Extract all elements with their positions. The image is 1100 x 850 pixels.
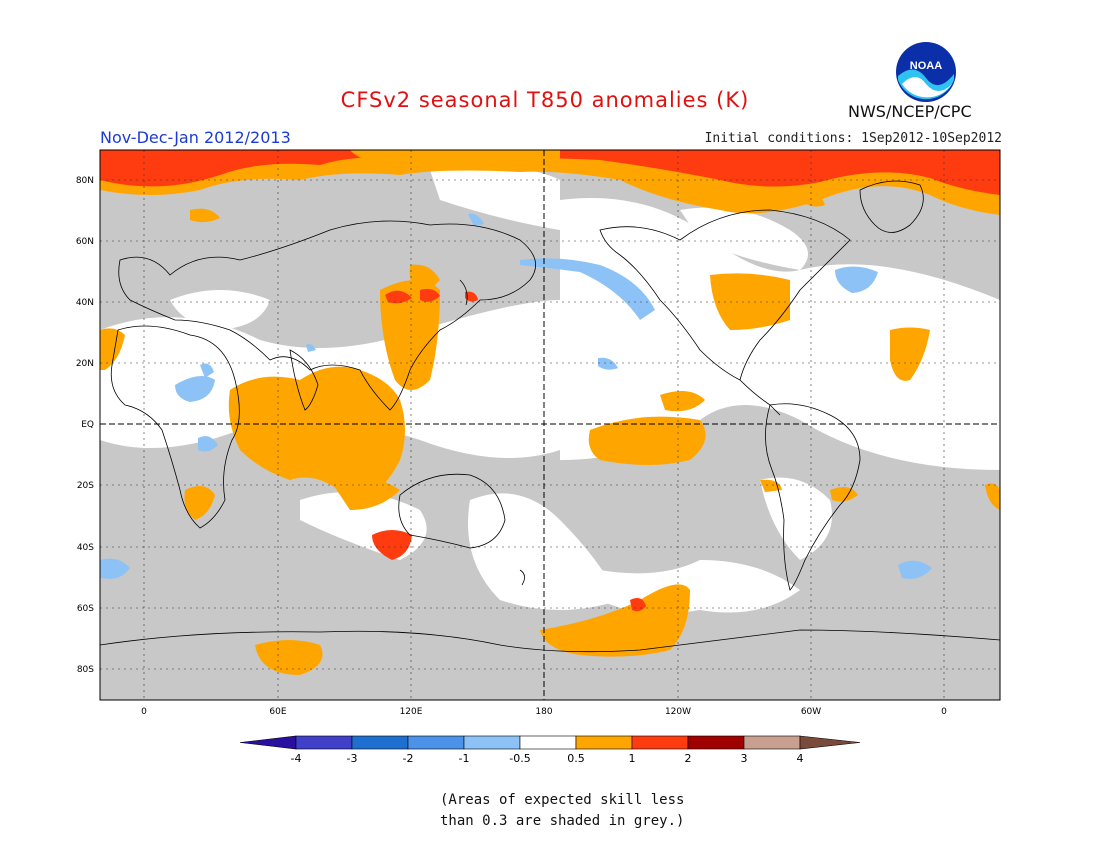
colorbar-tick: 4 [797, 752, 804, 765]
noaa-logo-icon: NOAA [896, 42, 956, 102]
colorbar-arrow-low [239, 735, 297, 750]
arctic-hot-band [100, 150, 1000, 195]
lat-label: 40S [77, 543, 94, 553]
logo-text: NOAA [910, 60, 942, 72]
lat-label: 20S [77, 481, 94, 491]
colorbar-swatch [351, 735, 409, 750]
colorbar-tick: -0.5 [509, 752, 530, 765]
lon-label: 0 [141, 707, 147, 717]
lat-label: EQ [81, 420, 94, 430]
colorbar-swatch [519, 735, 577, 750]
major-gridlines [100, 150, 1000, 700]
longitude-axis: 0 60E 120E 180 120W 60W 0 [141, 707, 947, 717]
lat-label: 80N [76, 176, 94, 186]
lat-label: 80S [77, 665, 94, 675]
lat-label: 60S [77, 604, 94, 614]
colorbar-swatch [687, 735, 745, 750]
colorbar-tick: 2 [685, 752, 692, 765]
colorbar-swatch [295, 735, 353, 750]
lon-label: 0 [941, 707, 947, 717]
lon-label: 60W [801, 707, 821, 717]
lon-label: 120W [665, 707, 691, 717]
skill-note-line: (Areas of expected skill less [440, 792, 685, 808]
colorbar-tick: 1 [629, 752, 636, 765]
colorbar-swatch [407, 735, 465, 750]
graticule [100, 150, 1000, 700]
warm-anomaly-patches [100, 190, 1000, 675]
colorbar-swatch [743, 735, 801, 750]
lat-label: 40N [76, 298, 94, 308]
lon-label: 60E [269, 707, 286, 717]
map-frame [99, 149, 1001, 701]
lon-label: 180 [535, 707, 552, 717]
colorbar-ticks: -4 -3 -2 -1 -0.5 0.5 1 2 3 4 [291, 752, 804, 765]
cool-anomaly-patches [100, 213, 932, 579]
colorbar-swatch [575, 735, 633, 750]
colorbar-arrow-high [799, 735, 861, 750]
latitude-axis: 80N 60N 40N 20N EQ 20S 40S 60S 80S [76, 176, 94, 675]
map-title: CFSv2 seasonal T850 anomalies (K) [340, 88, 750, 112]
colorbar-tick: -3 [347, 752, 358, 765]
agency-label: NWS/NCEP/CPC [848, 102, 972, 121]
skill-note-line: than 0.3 are shaded in grey.) [440, 813, 685, 829]
colorbar-swatch [631, 735, 689, 750]
colorbar-tick: -1 [459, 752, 470, 765]
skill-note: (Areas of expected skill less than 0.3 a… [440, 790, 760, 832]
colorbar-tick: -4 [291, 752, 302, 765]
colorbar-swatch [463, 735, 521, 750]
forecast-period: Nov-Dec-Jan 2012/2013 [100, 128, 291, 147]
initial-conditions: Initial conditions: 1Sep2012-10Sep2012 [704, 131, 1002, 146]
hot-anomaly-patches [372, 288, 646, 612]
coastlines [99, 180, 1001, 653]
lat-label: 20N [76, 359, 94, 369]
lat-label: 60N [76, 237, 94, 247]
lon-label: 120E [400, 707, 423, 717]
colorbar-tick: 3 [741, 752, 748, 765]
colorbar-tick: 0.5 [567, 752, 585, 765]
colorbar-tick: -2 [403, 752, 414, 765]
